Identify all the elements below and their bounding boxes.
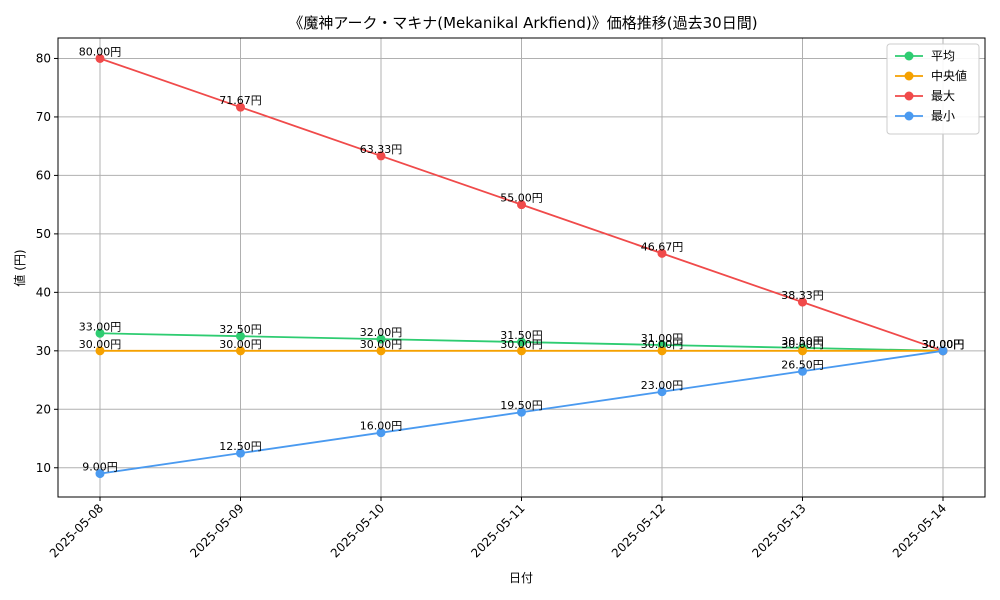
- data-point: [657, 346, 667, 356]
- data-label: 30.00円: [500, 338, 543, 351]
- x-tick-label: 2025-05-12: [609, 501, 668, 560]
- data-label: 31.50円: [500, 329, 543, 342]
- legend-swatch-marker: [904, 111, 914, 121]
- x-tick-label: 2025-05-14: [890, 501, 949, 560]
- y-tick-label: 20: [36, 402, 51, 416]
- data-point: [236, 448, 245, 458]
- x-axis-label: 日付: [509, 571, 533, 585]
- legend-entry: 平均: [895, 49, 955, 63]
- series-3: [95, 346, 948, 479]
- data-point: [798, 366, 807, 376]
- data-point: [376, 334, 386, 344]
- data-point: [517, 337, 526, 347]
- data-label: 19.50円: [500, 399, 543, 412]
- data-label: 30.00円: [219, 338, 262, 351]
- data-label: 30.00円: [922, 338, 965, 351]
- y-tick-label: 80: [36, 51, 51, 65]
- y-tick-label: 60: [36, 168, 51, 182]
- x-tick-label: 2025-05-08: [47, 501, 106, 560]
- data-label: 46.67円: [641, 240, 684, 253]
- series-layer: [95, 53, 948, 479]
- data-label: 32.50円: [219, 323, 262, 336]
- data-point: [376, 151, 386, 161]
- legend-entry: 最大: [895, 89, 955, 103]
- data-label: 80.00円: [79, 45, 122, 58]
- data-label: 55.00円: [500, 192, 543, 205]
- legend-swatch-marker: [904, 51, 914, 61]
- data-label: 63.33円: [360, 143, 403, 156]
- data-point: [657, 387, 667, 397]
- data-point: [657, 248, 667, 258]
- y-tick-label: 40: [36, 285, 51, 299]
- chart-title: 《魔神アーク・マキナ(Mekanikal Arkfiend)》価格推移(過去30…: [288, 14, 757, 32]
- data-point: [95, 469, 105, 479]
- data-point: [517, 346, 526, 356]
- data-point: [798, 346, 807, 356]
- y-axis: 10 20 30 40 50 60 70 80: [36, 51, 58, 475]
- legend-entry: 最小: [895, 109, 955, 123]
- legend-label: 最小: [931, 109, 955, 123]
- data-label: 30.50円: [781, 335, 824, 348]
- data-label: 31.00円: [641, 332, 684, 345]
- legend-swatch-marker: [904, 71, 914, 81]
- data-label: 30.00円: [360, 338, 403, 351]
- data-labels-layer: 33.00円 32.50円 32.00円 31.50円 31.00円 30.50円 30.0…: [79, 45, 965, 473]
- y-tick-label: 70: [36, 110, 51, 124]
- y-tick-label: 30: [36, 344, 51, 358]
- data-label: 23.00円: [641, 379, 684, 392]
- data-point: [236, 102, 245, 112]
- grid-lines: [58, 38, 985, 497]
- data-label: 26.50円: [781, 358, 824, 371]
- data-label: 30.00円: [922, 338, 965, 351]
- y-tick-label: 50: [36, 227, 51, 241]
- data-point: [95, 328, 105, 338]
- x-tick-label: 2025-05-10: [328, 501, 387, 560]
- legend-entry: 中央値: [895, 68, 967, 83]
- legend-frame: [886, 43, 980, 135]
- data-point: [236, 331, 245, 341]
- x-tick-label: 2025-05-13: [749, 501, 808, 560]
- data-point: [517, 200, 526, 210]
- data-label: 32.00円: [360, 326, 403, 339]
- data-label: 30.00円: [922, 338, 965, 351]
- data-label: 16.00円: [360, 420, 403, 433]
- data-label: 30.00円: [781, 338, 824, 351]
- data-label: 9.00円: [82, 461, 118, 474]
- data-point: [376, 428, 386, 438]
- data-point: [376, 346, 386, 356]
- data-label: 71.67円: [219, 94, 262, 107]
- legend-label: 最大: [931, 89, 955, 103]
- data-point: [236, 346, 245, 356]
- x-tick-label: 2025-05-11: [468, 501, 527, 560]
- data-label: 30.00円: [79, 338, 122, 351]
- data-point: [798, 297, 807, 307]
- data-label: 12.50円: [219, 440, 262, 453]
- legend-label: 中央値: [931, 68, 967, 83]
- legend-swatch-marker: [904, 91, 914, 101]
- data-label: 30.00円: [922, 338, 965, 351]
- data-label: 33.00円: [79, 320, 122, 333]
- x-tick-label: 2025-05-09: [187, 501, 246, 560]
- legend-label: 平均: [931, 49, 955, 63]
- data-point: [95, 346, 105, 356]
- data-point: [95, 53, 105, 63]
- data-point: [938, 346, 948, 356]
- y-tick-label: 10: [36, 461, 51, 475]
- y-axis-label: 値 (円): [12, 249, 27, 286]
- data-label: 30.00円: [641, 338, 684, 351]
- x-axis: 2025-05-08 2025-05-09 2025-05-10 2025-05-11…: [47, 497, 949, 560]
- data-point: [517, 407, 526, 417]
- data-label: 38.33円: [781, 289, 824, 302]
